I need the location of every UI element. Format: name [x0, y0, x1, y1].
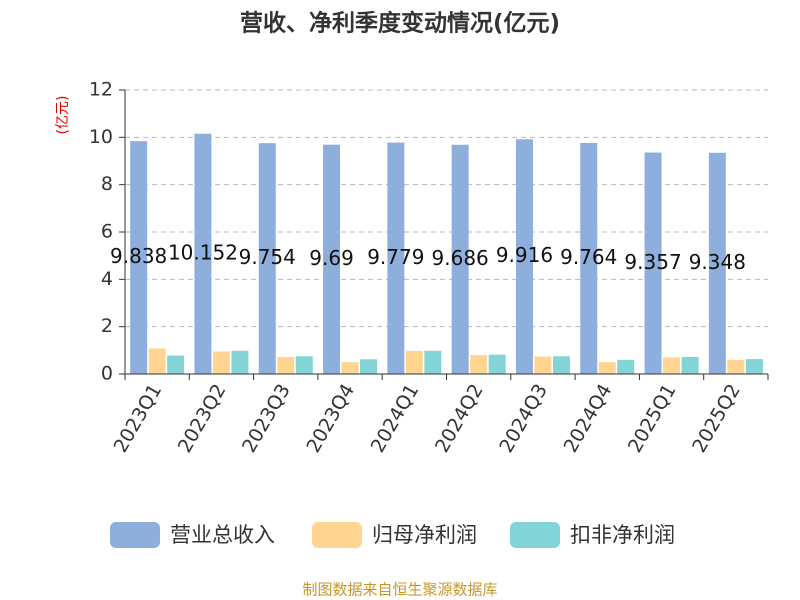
legend-label: 归母净利润: [372, 523, 477, 547]
bar: [424, 350, 442, 374]
x-tick-label: 2023Q1: [109, 380, 166, 456]
bar: [598, 362, 616, 374]
bar: [258, 143, 276, 374]
bar: [387, 142, 405, 374]
y-tick-label: 0: [101, 363, 113, 385]
bar: [681, 356, 699, 374]
data-label: 9.764: [560, 245, 617, 269]
bar: [323, 144, 341, 374]
legend-label: 营业总收入: [170, 523, 275, 547]
bar: [277, 356, 295, 374]
y-axis-label: (亿元): [55, 96, 71, 135]
legend-label: 扣非净利润: [570, 523, 675, 547]
legend-swatch: [110, 522, 160, 548]
x-tick-label: 2023Q4: [302, 380, 359, 456]
bar: [745, 359, 763, 374]
x-tick-label: 2023Q2: [174, 380, 231, 456]
data-label: 9.754: [239, 245, 296, 269]
chart-title: 营收、净利季度变动情况(亿元): [240, 10, 560, 37]
bar: [451, 144, 469, 374]
bar: [130, 141, 148, 374]
x-tick-label: 2023Q3: [238, 380, 295, 456]
data-label: 10.152: [168, 240, 238, 264]
x-tick-label: 2025Q1: [624, 380, 681, 456]
bar: [194, 133, 212, 374]
bar: [341, 362, 359, 374]
bar: [617, 359, 635, 374]
data-label: 9.916: [496, 243, 553, 267]
y-tick-label: 2: [101, 315, 113, 337]
bar: [212, 351, 230, 374]
bar: [488, 354, 506, 374]
bar: [167, 355, 185, 374]
x-tick-label: 2024Q4: [560, 380, 617, 456]
data-label: 9.779: [367, 245, 424, 269]
bar: [663, 357, 681, 374]
bar: [580, 142, 598, 374]
legend-swatch: [510, 522, 560, 548]
data-label: 9.357: [624, 250, 681, 274]
bar: [148, 348, 166, 374]
data-label: 9.348: [689, 250, 746, 274]
data-label: 9.838: [110, 244, 167, 268]
bar: [405, 350, 423, 374]
x-tick-label: 2024Q2: [431, 380, 488, 456]
bar: [231, 350, 249, 374]
data-label: 9.686: [432, 246, 489, 270]
bar: [644, 152, 662, 374]
bar: [515, 139, 533, 374]
bar: [708, 152, 726, 374]
data-label: 9.69: [309, 246, 354, 270]
bar: [534, 356, 552, 374]
bar: [470, 355, 488, 374]
y-tick-label: 8: [101, 173, 113, 195]
x-tick-label: 2025Q2: [688, 380, 745, 456]
legend-swatch: [312, 522, 362, 548]
x-tick-label: 2024Q1: [367, 380, 424, 456]
bar: [360, 359, 378, 374]
source-note: 制图数据来自恒生聚源数据库: [302, 581, 497, 599]
y-tick-label: 12: [89, 79, 113, 101]
x-tick-label: 2024Q3: [495, 380, 552, 456]
y-tick-label: 6: [101, 221, 113, 243]
bar: [552, 356, 570, 374]
bar: [295, 356, 313, 374]
y-tick-label: 10: [89, 126, 113, 148]
bar: [727, 359, 745, 374]
y-tick-label: 4: [101, 268, 113, 290]
